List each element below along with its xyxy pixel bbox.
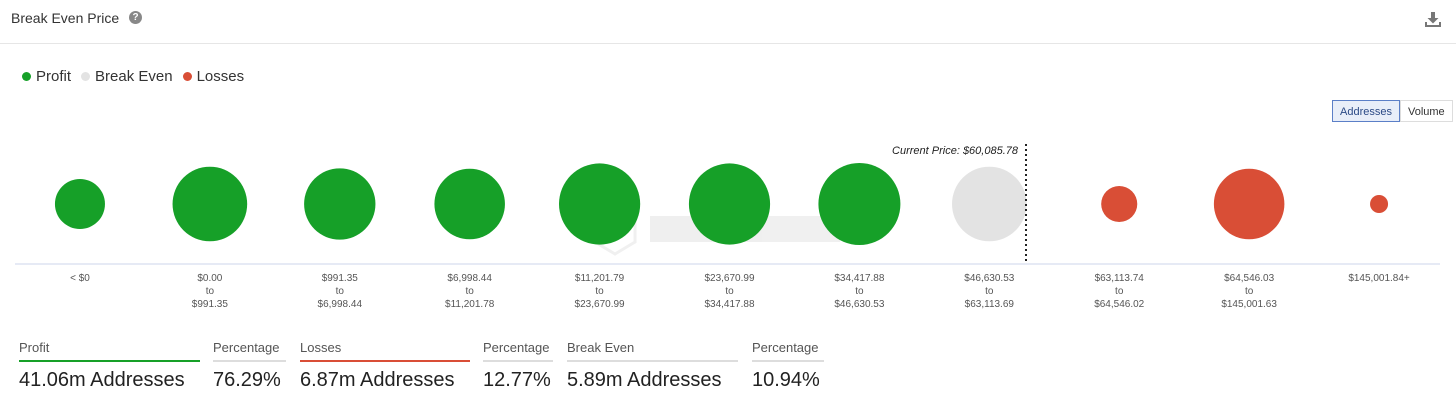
header: Break Even Price ? <box>0 0 1456 44</box>
x-tick-label-8: $63,113.74 to $64,546.02 <box>1094 273 1144 310</box>
x-tick-label-10: $145,001.84+ <box>1348 273 1410 284</box>
toggle-addresses-button[interactable]: Addresses <box>1332 100 1400 122</box>
stat-5: Percentage 10.94% <box>752 340 824 392</box>
stat-label: Losses <box>300 340 342 355</box>
stat-underline <box>213 360 286 362</box>
download-icon[interactable] <box>1424 10 1442 28</box>
bubble-6[interactable] <box>818 163 901 245</box>
x-tick-label-7: $46,630.53 to $63,113.69 <box>964 273 1014 310</box>
stat-underline <box>567 360 738 362</box>
x-tick-label-3: $6,998.44 to $11,201.78 <box>445 273 495 310</box>
legend: Profit Break Even Losses <box>22 68 244 85</box>
legend-item-profit[interactable]: Profit <box>22 68 71 85</box>
stat-label: Percentage <box>752 340 819 355</box>
legend-item-break-even[interactable]: Break Even <box>81 68 173 85</box>
stat-value: 6.87m Addresses <box>300 369 455 391</box>
stat-underline <box>19 360 200 362</box>
legend-label-break-even: Break Even <box>95 68 173 85</box>
bubble-4[interactable] <box>559 163 641 245</box>
bubble-0[interactable] <box>54 178 105 230</box>
x-tick-label-2: $991.35 to $6,998.44 <box>318 273 363 310</box>
question-circle-icon[interactable]: ? <box>129 11 142 24</box>
bubble-1[interactable] <box>172 166 248 242</box>
stat-label: Percentage <box>213 340 280 355</box>
bubble-3[interactable] <box>434 168 505 240</box>
stat-value: 76.29% <box>213 369 281 391</box>
bubble-chart: Current Price: $60,085.78 < $0 $0.00 to $99… <box>15 144 1440 310</box>
bubble-10[interactable] <box>1370 194 1389 214</box>
legend-item-losses[interactable]: Losses <box>182 68 245 85</box>
stat-value: 5.89m Addresses <box>567 369 722 391</box>
x-tick-label-1: $0.00 to $991.35 <box>192 273 229 310</box>
bubble-2[interactable] <box>304 168 376 240</box>
legend-dot-break-even <box>81 72 91 81</box>
legend-dot-losses <box>182 72 192 81</box>
stat-4: Break Even 5.89m Addresses <box>567 340 738 392</box>
metric-toggle: Addresses Volume <box>1332 100 1453 122</box>
bubble-7[interactable] <box>952 166 1027 242</box>
x-tick-label-5: $23,670.99 to $34,417.88 <box>704 273 754 310</box>
stat-underline <box>483 360 553 362</box>
stat-value: 41.06m Addresses <box>19 369 185 391</box>
stat-label: Break Even <box>567 340 635 355</box>
x-tick-label-0: < $0 <box>70 273 90 284</box>
stat-underline <box>300 360 470 362</box>
toggle-volume-button[interactable]: Volume <box>1399 100 1453 122</box>
stat-0: Profit 41.06m Addresses <box>19 340 200 392</box>
bubble-8[interactable] <box>1101 185 1138 223</box>
stat-label: Percentage <box>483 340 550 355</box>
stat-underline <box>752 360 824 362</box>
stat-value: 12.77% <box>483 369 551 391</box>
stat-3: Percentage 12.77% <box>483 340 553 392</box>
legend-label-profit: Profit <box>36 68 72 85</box>
current-price-label: Current Price: $60,085.78 <box>892 145 1019 157</box>
x-tick-label-6: $34,417.88 to $46,630.53 <box>834 273 884 310</box>
bubble-9[interactable] <box>1213 168 1285 240</box>
legend-dot-profit <box>22 72 31 81</box>
stat-1: Percentage 76.29% <box>213 340 286 392</box>
legend-label-losses: Losses <box>196 68 245 85</box>
stat-value: 10.94% <box>752 369 820 391</box>
page-title: Break Even Price <box>11 10 120 26</box>
x-tick-label-4: $11,201.79 to $23,670.99 <box>575 273 625 310</box>
bubble-5[interactable] <box>688 163 771 245</box>
stat-label: Profit <box>19 340 50 355</box>
stat-2: Losses 6.87m Addresses <box>300 340 470 392</box>
x-tick-label-9: $64,546.03 to $145,001.63 <box>1221 273 1277 310</box>
